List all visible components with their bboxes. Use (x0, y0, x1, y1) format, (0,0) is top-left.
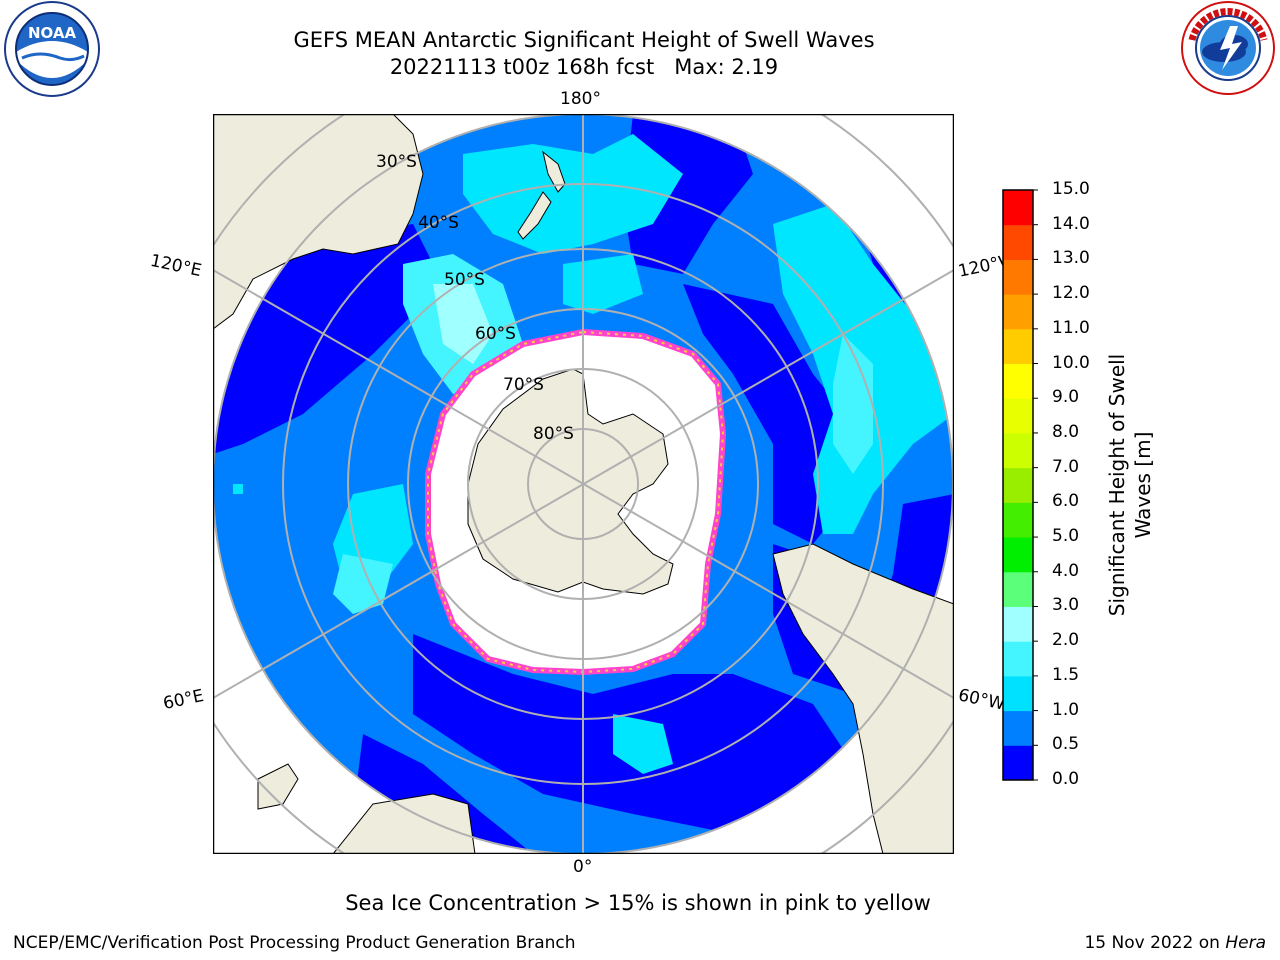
africa-landmass (332, 793, 476, 854)
colorbar-tick-label: 13.0 (1052, 248, 1090, 269)
colorbar-tick-label: 0.5 (1052, 734, 1080, 755)
colorbar-swatch (1003, 363, 1033, 399)
map-title: GEFS MEAN Antarctic Significant Height o… (293, 28, 875, 52)
lon-label-60w: 60°W (956, 685, 1007, 715)
colorbar-tick-label: 6.0 (1052, 491, 1080, 512)
colorbar-tick-label: 0.0 (1052, 769, 1080, 789)
colorbar-swatch (1003, 571, 1033, 607)
colorbar-swatch (1003, 224, 1033, 260)
madagascar-landmass (257, 763, 299, 810)
antarctica-landmass (467, 368, 674, 595)
lon-label-120e: 120°E (148, 250, 204, 282)
colorbar-tick-label: 11.0 (1052, 317, 1090, 338)
footer-date-text: 15 Nov 2022 on (1084, 933, 1226, 953)
lat-label-70s: 70°S (503, 375, 544, 395)
colorbar-swatch (1003, 259, 1033, 295)
colorbar-border (1002, 189, 1034, 781)
australia-landmass (213, 114, 424, 330)
nws-logo (1178, 0, 1278, 104)
map-subtitle-forecast: 20221113 t00z 168h fcst Max: 2.19 (389, 55, 779, 79)
colorbar-tick-label: 10.0 (1052, 352, 1090, 373)
colorbar-swatch (1003, 641, 1033, 677)
lat-label-40s: 40°S (418, 213, 459, 233)
lon-label-60e: 60°E (161, 685, 206, 715)
lat-label-80s: 80°S (533, 424, 574, 444)
polar-map (213, 114, 954, 854)
colorbar-tick-label: 3.0 (1052, 595, 1080, 616)
colorbar-tick-label: 2.0 (1052, 630, 1080, 651)
colorbar-swatch (1003, 294, 1033, 330)
lon-label-180: 180° (560, 89, 601, 109)
colorbar-tick-label: 9.0 (1052, 387, 1080, 408)
colorbar-swatch (1003, 190, 1033, 226)
colorbar-tick-label: 15.0 (1052, 179, 1090, 199)
sea-ice-note: Sea Ice Concentration > 15% is shown in … (0, 891, 1280, 915)
noaa-logo-text: NOAA (28, 24, 77, 42)
footer-credit: NCEP/EMC/Verification Post Processing Pr… (13, 933, 576, 953)
colorbar-swatch (1003, 502, 1033, 538)
colorbar-tick-label: 8.0 (1052, 421, 1080, 442)
footer-host: Hera (1225, 933, 1266, 953)
colorbar (1002, 189, 1038, 781)
south-america-landmass (772, 543, 954, 854)
colorbar-label-line1: Significant Height of Swell (1105, 353, 1129, 617)
colorbar-swatch (1003, 745, 1033, 781)
lat-label-60s: 60°S (475, 324, 516, 344)
lon-label-0: 0° (573, 857, 593, 877)
colorbar-swatch (1003, 467, 1033, 503)
colorbar-tick-label: 4.0 (1052, 560, 1080, 581)
lat-label-50s: 50°S (444, 270, 485, 290)
colorbar-swatch (1003, 675, 1033, 712)
footer-date: 15 Nov 2022 on Hera (1084, 933, 1266, 953)
colorbar-swatch (1003, 537, 1033, 573)
colorbar-tick-label: 1.5 (1052, 664, 1080, 685)
lat-label-30s: 30°S (376, 152, 417, 172)
colorbar-tick-label: 1.0 (1052, 699, 1080, 720)
colorbar-tick-label: 5.0 (1052, 526, 1080, 547)
colorbar-swatch (1003, 710, 1033, 746)
colorbar-tick-label: 7.0 (1052, 456, 1080, 477)
colorbar-tick-label: 12.0 (1052, 283, 1090, 304)
sea-ice-note-text: Sea Ice Concentration > 15% is shown in … (345, 891, 931, 915)
colorbar-swatch (1003, 606, 1033, 642)
colorbar-label-line2: Waves [m] (1131, 431, 1155, 539)
colorbar-swatch (1003, 328, 1033, 365)
colorbar-swatch (1003, 398, 1033, 434)
colorbar-tick-label: 14.0 (1052, 213, 1090, 234)
colorbar-label: Significant Height of Swell Waves [m] (1104, 354, 1156, 616)
noaa-logo: NOAA (0, 0, 106, 104)
colorbar-swatch (1003, 432, 1033, 469)
new-zealand-landmass (517, 150, 566, 240)
